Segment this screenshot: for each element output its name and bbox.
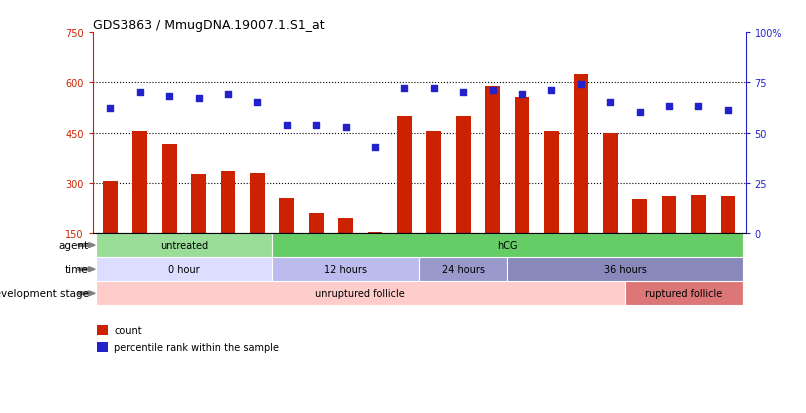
Point [163, 94, 176, 100]
Bar [96, 258, 272, 282]
Bar [574, 75, 588, 233]
Bar [280, 198, 294, 233]
Bar [662, 197, 676, 233]
Point [251, 100, 264, 107]
Text: count: count [114, 325, 142, 335]
Bar [221, 172, 235, 233]
Point [634, 110, 646, 116]
Point [486, 88, 499, 95]
Point [222, 92, 235, 98]
Point [104, 106, 117, 112]
Bar [191, 175, 206, 233]
Point [604, 100, 617, 107]
Bar [250, 173, 264, 233]
Text: agent: agent [59, 240, 89, 250]
Bar [339, 218, 353, 233]
Point [368, 144, 381, 151]
Text: hCG: hCG [497, 240, 517, 250]
Bar [507, 258, 742, 282]
Bar [485, 86, 500, 233]
Text: unruptured follicle: unruptured follicle [315, 289, 405, 299]
Text: 36 hours: 36 hours [604, 265, 646, 275]
Bar [162, 145, 177, 233]
Bar [419, 258, 507, 282]
Point [427, 86, 440, 93]
Bar [426, 132, 441, 233]
Point [457, 90, 470, 97]
Text: ruptured follicle: ruptured follicle [645, 289, 722, 299]
Point [663, 104, 675, 111]
Bar [272, 233, 742, 258]
Point [339, 124, 352, 131]
Text: time: time [65, 265, 89, 275]
Point [692, 104, 705, 111]
Text: GDS3863 / MmugDNA.19007.1.S1_at: GDS3863 / MmugDNA.19007.1.S1_at [93, 19, 324, 32]
Bar [721, 197, 735, 233]
Bar [397, 116, 412, 233]
Bar [691, 195, 706, 233]
Text: development stage: development stage [0, 289, 89, 299]
Text: percentile rank within the sample: percentile rank within the sample [114, 342, 280, 352]
Bar [96, 282, 625, 306]
Point [133, 90, 146, 97]
Text: 0 hour: 0 hour [168, 265, 200, 275]
Point [575, 82, 588, 88]
Point [721, 108, 734, 114]
Bar [544, 132, 559, 233]
Bar [96, 233, 272, 258]
Bar [603, 133, 617, 233]
Point [516, 92, 529, 98]
Bar [625, 282, 742, 306]
Bar [103, 182, 118, 233]
Point [280, 122, 293, 128]
Point [398, 86, 411, 93]
Text: 12 hours: 12 hours [324, 265, 367, 275]
Point [192, 96, 205, 102]
Bar [272, 258, 419, 282]
Text: 24 hours: 24 hours [442, 265, 484, 275]
Bar [633, 199, 647, 233]
Point [310, 122, 322, 128]
Bar [515, 98, 530, 233]
Bar [309, 214, 323, 233]
Bar [456, 116, 471, 233]
Text: untreated: untreated [160, 240, 208, 250]
Point [545, 88, 558, 95]
Bar [132, 132, 147, 233]
